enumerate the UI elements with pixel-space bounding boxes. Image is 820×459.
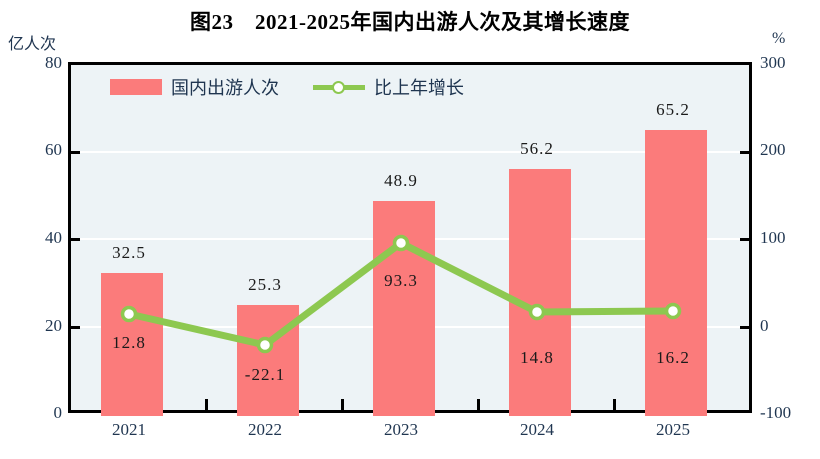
- bar-value-label-2025: 65.2: [656, 100, 690, 119]
- bar-value-label-2022: 25.3: [248, 275, 282, 294]
- tick-bottom-1: [205, 399, 208, 410]
- y-axis-left-tick-40: 40: [45, 228, 62, 247]
- line-value-label-2022: -22.1: [244, 365, 286, 384]
- legend-item-line[interactable]: 比上年增长: [313, 74, 464, 100]
- x-axis-label-2023: 2023: [384, 420, 418, 439]
- bar-2024[interactable]: [509, 169, 571, 416]
- tick-left-20: [71, 326, 80, 329]
- bar-2025[interactable]: [645, 130, 707, 416]
- tick-left-60: [71, 151, 80, 154]
- y-axis-right-tick-100: 100: [760, 228, 786, 247]
- bar-value-label-2023: 48.9: [384, 171, 418, 190]
- x-axis-label-2021: 2021: [112, 420, 146, 439]
- legend-bar-swatch-icon: [110, 79, 162, 95]
- bar-2022[interactable]: [237, 305, 299, 416]
- legend-line-marker-icon: [313, 79, 365, 95]
- chart-legend: 国内出游人次 比上年增长: [110, 74, 464, 100]
- line-value-label-2023: 93.3: [384, 271, 418, 290]
- tick-right-200: [740, 151, 749, 154]
- x-axis-label-2024: 2024: [520, 420, 554, 439]
- legend-item-bars[interactable]: 国内出游人次: [110, 74, 279, 100]
- tick-bottom-3: [477, 399, 480, 410]
- y-axis-left-tick-80: 80: [45, 53, 62, 72]
- tick-bottom-2: [341, 399, 344, 410]
- tick-bottom-4: [613, 399, 616, 410]
- legend-label-line: 比上年增长: [374, 78, 464, 98]
- y-axis-left-tick-0: 0: [53, 403, 63, 422]
- bar-value-label-2021: 32.5: [112, 243, 146, 262]
- x-axis-label-2025: 2025: [656, 420, 690, 439]
- tick-left-40: [71, 238, 80, 241]
- tick-right-100: [740, 238, 749, 241]
- y-axis-right-tick-200: 200: [760, 140, 786, 159]
- legend-label-bars: 国内出游人次: [171, 78, 279, 98]
- y-axis-left-tick-20: 20: [45, 316, 62, 335]
- line-value-label-2024: 14.8: [520, 348, 554, 367]
- line-value-label-2025: 16.2: [656, 348, 690, 367]
- y-axis-left-tick-60: 60: [45, 140, 62, 159]
- gridline-60: [71, 151, 749, 153]
- chart-title: 图23 2021-2025年国内出游人次及其增长速度: [190, 10, 630, 34]
- bar-value-label-2024: 56.2: [520, 139, 554, 158]
- y-axis-right-tick-neg100: -100: [760, 403, 792, 422]
- x-axis-label-2022: 2022: [248, 420, 282, 439]
- line-value-label-2021: 12.8: [112, 333, 146, 352]
- y-axis-right-tick-0: 0: [760, 316, 769, 335]
- right-axis-unit-label: %: [772, 30, 786, 47]
- left-axis-unit-label: 亿人次: [8, 36, 57, 53]
- tick-right-0: [740, 326, 749, 329]
- bar-2023[interactable]: [373, 201, 435, 416]
- y-axis-right-tick-300: 300: [760, 53, 786, 72]
